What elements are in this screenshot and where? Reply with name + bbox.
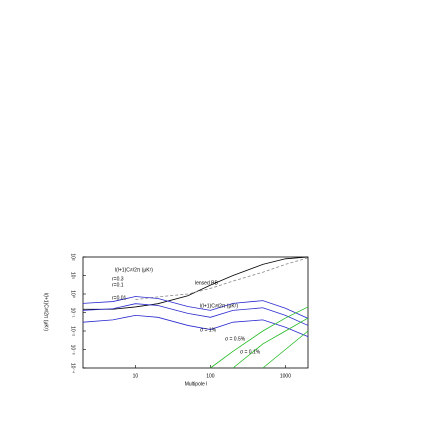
series-label: lensed BB: [195, 280, 218, 286]
x-tick-label: 100: [206, 373, 215, 379]
series-label: l(l+1)Cₗᴱ/2π (μK²): [115, 267, 153, 273]
y-tick-label: 10⁻¹: [70, 308, 76, 318]
series-label: σ = 0.5%: [225, 336, 246, 342]
series-label: σ = 0.1%: [240, 349, 261, 355]
y-tick-label: 10⁰: [70, 290, 76, 298]
series-line: [82, 303, 309, 326]
series-line: [82, 314, 309, 337]
x-tick-label: 1000: [280, 373, 291, 379]
series-label: r=0.01: [112, 295, 127, 301]
plot-frame: [82, 256, 309, 369]
series-label: σ = 1%: [200, 327, 217, 333]
series-label: r=0.3: [112, 276, 124, 282]
y-tick-label: 10²: [70, 253, 76, 261]
y-tick-label: 10⁻³: [70, 345, 76, 355]
y-tick-label: 10⁻²: [70, 326, 76, 336]
series-label: r=0.1: [112, 282, 124, 288]
series-line: [262, 330, 309, 369]
y-axis-label: l(l+1)Cₗᴮ/2π (μK²): [43, 293, 49, 331]
y-tick-label: 10⁻⁴: [70, 363, 76, 373]
series-line: [82, 296, 309, 319]
x-tick-label: 10: [133, 373, 139, 379]
series-line: [135, 257, 309, 300]
series-line: [83, 256, 309, 310]
annotation: l(l+1)Cₗᴮ/2π (μK²): [200, 303, 238, 309]
x-axis-label: Multipole l: [185, 381, 208, 387]
y-tick-label: 10¹: [70, 272, 76, 280]
series-line: [210, 306, 309, 369]
series-line: [232, 317, 309, 369]
